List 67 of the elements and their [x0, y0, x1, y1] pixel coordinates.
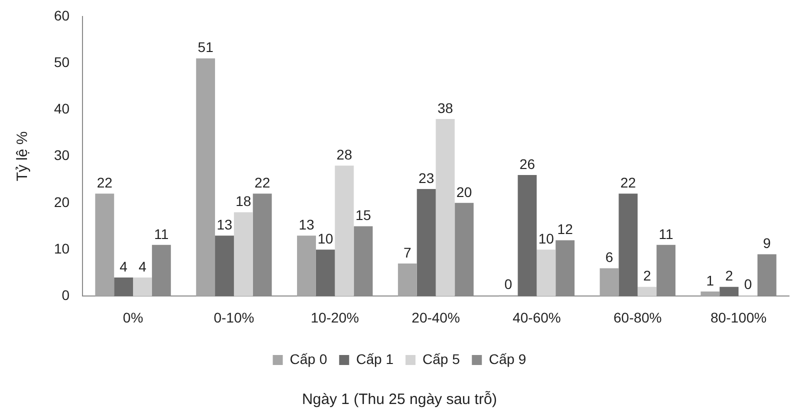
x-tick-label: 20-40% — [412, 309, 460, 326]
bar — [297, 236, 316, 296]
bar — [196, 58, 216, 296]
bar — [720, 286, 739, 296]
x-tick-label: 0-10% — [214, 309, 254, 326]
data-label: 13 — [216, 216, 232, 232]
y-tick-label: 0 — [62, 287, 70, 304]
data-label: 10 — [538, 230, 554, 246]
data-label: 18 — [236, 193, 252, 210]
y-tick-label: 20 — [54, 194, 70, 210]
data-label: 11 — [154, 226, 169, 242]
bar — [518, 174, 537, 296]
bar — [700, 292, 720, 296]
data-label: 38 — [437, 100, 454, 116]
y-tick-label: 10 — [54, 240, 70, 256]
data-label: 26 — [519, 156, 536, 172]
bar — [600, 268, 619, 296]
data-label: 2 — [643, 268, 652, 284]
data-label: 7 — [404, 244, 412, 260]
data-label: 6 — [605, 249, 614, 266]
bar — [618, 194, 638, 296]
bar — [536, 250, 556, 296]
bar — [398, 264, 417, 296]
data-label: 13 — [298, 216, 314, 232]
bar — [316, 250, 335, 296]
data-label: 22 — [620, 174, 636, 190]
legend-label: Cấp 0 — [290, 350, 328, 367]
x-tick-label: 40-60% — [512, 309, 561, 326]
y-tick-label: 60 — [54, 7, 70, 24]
x-tick-label: 10-20% — [310, 309, 359, 326]
data-label: 0 — [744, 276, 752, 292]
data-label: 4 — [120, 258, 128, 274]
bar — [95, 194, 114, 296]
data-label: 28 — [336, 146, 352, 162]
x-tick-label: 80-100% — [710, 309, 767, 326]
bar — [133, 278, 152, 296]
x-tick-label: 60-80% — [613, 309, 662, 326]
bar — [334, 166, 354, 296]
data-label: 51 — [198, 39, 214, 56]
bar — [638, 286, 657, 296]
data-label: 23 — [418, 170, 434, 186]
data-label: 9 — [763, 235, 772, 252]
bar — [215, 236, 234, 296]
bar — [234, 212, 253, 296]
legend-label: Cấp 1 — [356, 350, 394, 367]
y-axis-title: Tỷ lệ % — [14, 131, 32, 182]
data-label: 10 — [318, 230, 334, 246]
data-label: 0 — [504, 276, 512, 292]
legend-label: Cấp 5 — [422, 350, 460, 367]
data-label: 12 — [557, 221, 574, 238]
x-tick-label: 0% — [122, 309, 144, 326]
bar — [436, 118, 455, 296]
data-label: 11 — [658, 226, 674, 242]
y-tick-label: 50 — [54, 54, 70, 70]
legend-label: Cấp 9 — [488, 350, 526, 367]
bar — [114, 278, 134, 296]
bar — [416, 188, 436, 296]
y-tick-label: 40 — [54, 100, 70, 117]
data-label: 2 — [725, 268, 734, 284]
data-label: 1 — [706, 272, 714, 288]
x-axis-title: Ngày 1 (Thu 25 ngày sau trỗ) — [302, 391, 498, 408]
data-label: 4 — [138, 258, 147, 274]
y-tick-label: 30 — [54, 147, 70, 164]
data-label: 22 — [96, 174, 113, 190]
data-label: 15 — [355, 207, 372, 224]
data-label: 20 — [456, 184, 472, 200]
data-label: 22 — [254, 174, 270, 190]
